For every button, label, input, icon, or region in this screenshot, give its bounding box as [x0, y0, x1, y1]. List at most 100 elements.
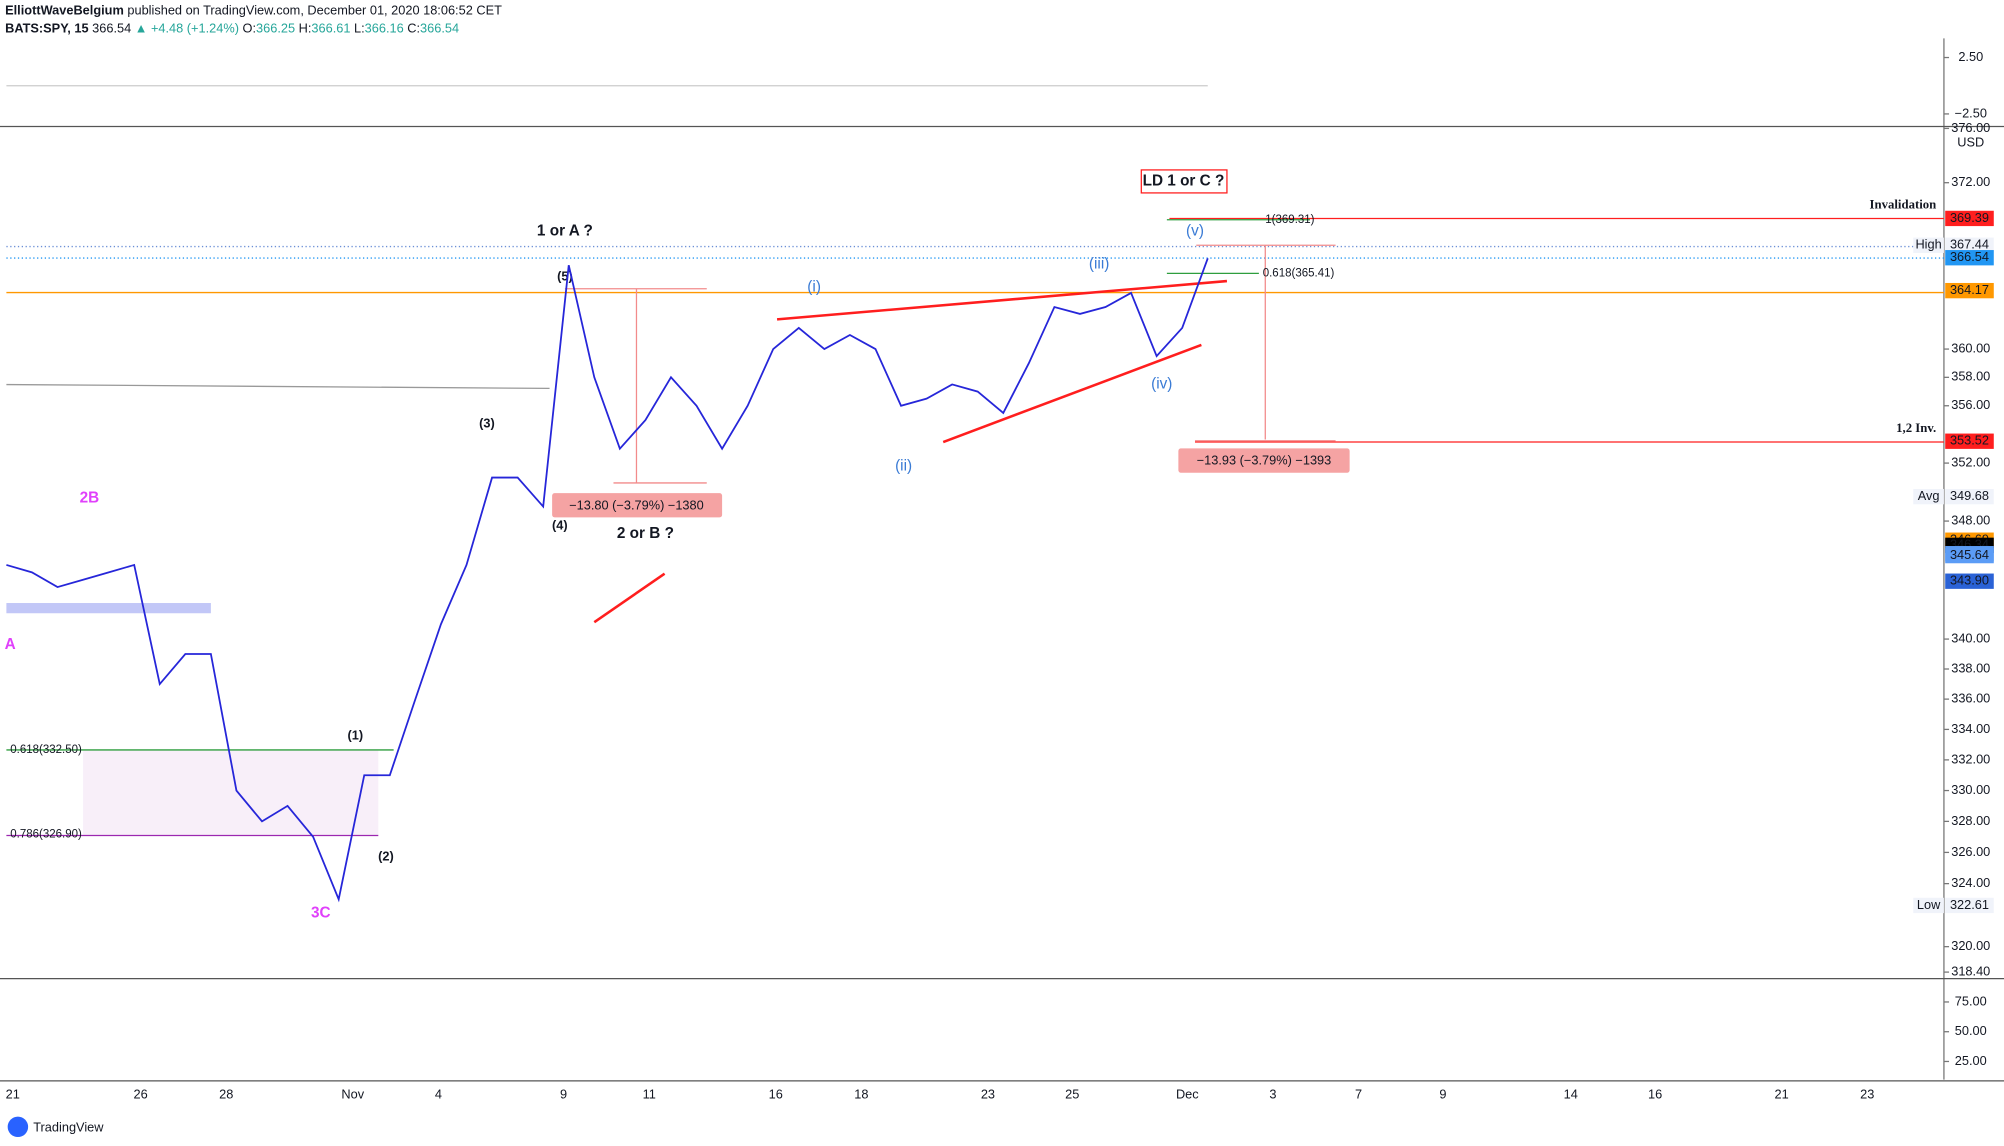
- price-tag: [1945, 210, 1994, 227]
- price-tag-label: 343.90: [1950, 573, 1989, 588]
- trendline: [942, 343, 1202, 444]
- zone: [6, 603, 211, 614]
- wave-label: (i): [807, 279, 821, 296]
- y-tick-label: 360.00: [1951, 340, 1990, 355]
- brand: TradingView: [33, 1119, 104, 1134]
- wave-label: 3C: [311, 905, 331, 922]
- x-tick-label: 28: [219, 1086, 233, 1101]
- rsi-tick-label: 75.00: [1955, 993, 1987, 1008]
- wave-label: A: [5, 636, 16, 653]
- price-tag-label: 366.54: [1950, 249, 1989, 264]
- y-tick-label: 340.00: [1951, 630, 1990, 645]
- o-value: 366.25: [256, 21, 295, 36]
- y-tick-label: 326.00: [1951, 844, 1990, 859]
- price-tag-label: 345.64: [1950, 547, 1989, 562]
- symbol: BATS:SPY, 15: [5, 21, 88, 36]
- logo: [7, 1116, 29, 1138]
- y-tick-label: 332.00: [1951, 751, 1990, 766]
- tag-prefix: Low: [1917, 897, 1941, 912]
- price-tag: [1945, 573, 1994, 589]
- price-tag: [1945, 250, 1994, 266]
- x-tick-label: 9: [1439, 1086, 1446, 1101]
- price-tag: [1945, 547, 1994, 564]
- x-tick-label: 14: [1564, 1086, 1578, 1101]
- annotation: 2 or B ?: [617, 525, 674, 542]
- ld-box: [1140, 169, 1228, 194]
- y-tick-label: 334.00: [1951, 721, 1990, 736]
- fib-label: 0.618(332.50): [10, 744, 82, 756]
- price-tag: [1945, 433, 1994, 449]
- fib-label: 0.618(365.41): [1263, 267, 1335, 279]
- x-tick-label: 26: [133, 1086, 147, 1101]
- currency: USD: [1957, 134, 1984, 149]
- x-tick-label: 23: [1860, 1086, 1874, 1101]
- price-tag-label: 349.68: [1950, 488, 1989, 503]
- tag-prefix-bg: [1913, 897, 1944, 914]
- y-tick-label: 348.00: [1951, 512, 1990, 527]
- o-label: O:: [243, 21, 256, 36]
- y-tick-label: 338.00: [1951, 660, 1990, 675]
- trendline: [593, 572, 666, 624]
- fib-label: 1(369.31): [1265, 214, 1314, 226]
- wave-label: (iv): [1151, 376, 1172, 393]
- y-tick-label: 328.00: [1951, 813, 1990, 828]
- y-tick-label: 330.00: [1951, 782, 1990, 797]
- trendline: [776, 279, 1228, 321]
- y-tick-label: 324.00: [1951, 875, 1990, 890]
- x-tick-label: 7: [1355, 1086, 1362, 1101]
- wave-label: (1): [347, 727, 363, 742]
- symbol-line: BATS:SPY, 15 366.54 ▲ +4.48 (+1.24%) O:3…: [5, 21, 459, 36]
- change-arrow: ▲: [135, 21, 148, 36]
- h-value: 366.61: [311, 21, 350, 36]
- wave-label: (2): [378, 849, 394, 864]
- wave-label: (v): [1186, 222, 1204, 239]
- price-tag-label: 367.44: [1950, 237, 1989, 252]
- c-label: C:: [407, 21, 420, 36]
- x-tick-label: Nov: [341, 1086, 364, 1101]
- x-tick-label: 21: [1775, 1086, 1789, 1101]
- measure-label-bg: [552, 493, 723, 518]
- tag-prefix: High: [1915, 237, 1941, 252]
- y-tick-label: 358.00: [1951, 369, 1990, 384]
- measure-label: −13.80 (−3.79%) −1380: [569, 497, 704, 512]
- measure-1: [564, 288, 707, 484]
- tag-prefix-bg: [1913, 488, 1944, 505]
- price-tag: [1945, 237, 1994, 253]
- price-line: [6, 258, 1209, 903]
- tag-prefix: Avg: [1918, 488, 1940, 503]
- x-tick-label: 4: [435, 1086, 442, 1101]
- x-tick-label: 11: [643, 1086, 656, 1101]
- fib-label: 0.786(326.90): [10, 828, 82, 840]
- tag-prefix-bg: [1913, 237, 1944, 253]
- l-value: 366.16: [365, 21, 404, 36]
- publisher: ElliottWaveBelgium: [5, 3, 124, 18]
- price-tag-label: 364.17: [1950, 282, 1989, 297]
- y-tick-label: 356.00: [1951, 397, 1990, 412]
- y-tick-label: 318.40: [1951, 963, 1990, 978]
- x-tick-label: 16: [1648, 1086, 1662, 1101]
- price-tag-label: 322.61: [1950, 897, 1989, 912]
- x-tick-label: 18: [854, 1086, 868, 1101]
- price-tag: [1945, 282, 1994, 299]
- macd-tick-label: −2.50: [1955, 105, 1987, 120]
- y-tick-label: 336.00: [1951, 690, 1990, 705]
- y-tick-label: 352.00: [1951, 454, 1990, 469]
- price-tag: [1945, 488, 1994, 505]
- wave-label: 2B: [80, 489, 100, 506]
- wave-label: (iii): [1089, 256, 1109, 273]
- x-tick-label: 3: [1269, 1086, 1276, 1101]
- change: +4.48 (+1.24%): [151, 21, 239, 36]
- rsi-tick-label: 25.00: [1955, 1053, 1987, 1068]
- price-tag-label: 369.39: [1950, 210, 1989, 225]
- price-tag-label: 353.52: [1950, 433, 1989, 448]
- wave-label: (ii): [895, 457, 912, 474]
- macd-tick-label: 2.50: [1958, 49, 1983, 64]
- x-tick-label: 25: [1065, 1086, 1079, 1101]
- h-label: H:: [299, 21, 312, 36]
- x-tick-label: 9: [560, 1086, 567, 1101]
- x-tick-label: 16: [769, 1086, 783, 1101]
- wave-label: (4): [552, 518, 568, 533]
